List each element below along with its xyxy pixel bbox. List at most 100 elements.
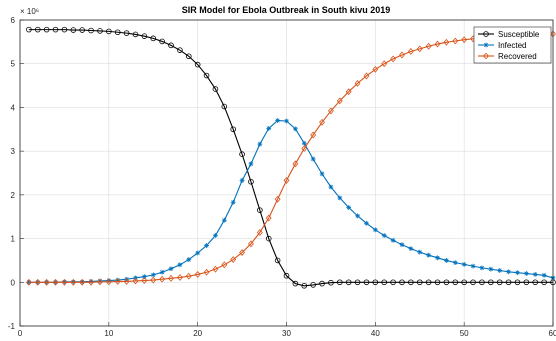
marker-stroke [257, 142, 262, 147]
infected-point [417, 249, 423, 255]
recovered-point [363, 72, 370, 80]
susceptible-point [274, 257, 281, 264]
marker-stroke [488, 267, 493, 272]
susceptible-point [123, 30, 130, 36]
marker-stroke [408, 246, 413, 251]
infected-point [444, 258, 449, 263]
x-tick-label: 30 [282, 329, 291, 338]
recovered-point [407, 48, 414, 55]
marker-stroke [213, 233, 218, 238]
infected-point [381, 233, 387, 238]
recovered-point [248, 240, 254, 248]
marker-stroke [142, 274, 147, 279]
marker-stroke [195, 250, 200, 256]
recovered-point [256, 229, 263, 236]
recovered-point [194, 271, 201, 278]
recovered-point [212, 265, 219, 273]
susceptible-point [292, 280, 299, 287]
infected-point [159, 269, 165, 275]
recovered-point [159, 275, 166, 283]
susceptible-point [168, 42, 174, 49]
recovered-point [265, 214, 272, 222]
series-group [25, 26, 556, 289]
recovered-point [310, 131, 317, 139]
infected-point [221, 217, 227, 223]
recovered-point [274, 195, 281, 203]
marker-stroke [399, 242, 404, 247]
recovered-point [185, 272, 192, 280]
marker-stroke [479, 265, 484, 270]
infected-point [213, 233, 218, 238]
marker-stroke [151, 272, 156, 277]
susceptible-point [185, 53, 192, 60]
susceptible-point [26, 26, 32, 33]
y-tick-label: 6 [11, 16, 16, 25]
susceptible-point [159, 38, 165, 45]
susceptible-point [372, 279, 379, 286]
recovered-point [461, 36, 468, 44]
chart-title: SIR Model for Ebola Outbreak in South ki… [182, 5, 391, 15]
infected-point [239, 178, 245, 183]
infected-point [364, 220, 369, 226]
marker-stroke [417, 250, 422, 255]
legend-marker-recovered [483, 52, 489, 60]
infected-point [186, 257, 192, 262]
infected-point [523, 271, 529, 276]
recovered-point [176, 274, 183, 281]
infected-point [195, 250, 201, 256]
infected-point [292, 126, 298, 132]
marker-stroke [328, 184, 333, 189]
susceptible-point [61, 26, 68, 33]
susceptible-point [114, 29, 121, 36]
y-tick-label: 4 [11, 103, 16, 112]
susceptible-point [52, 26, 59, 33]
infected-point [426, 252, 432, 258]
marker-stroke [533, 272, 538, 277]
infected-point [479, 265, 485, 271]
infected-point [506, 269, 511, 275]
infected-point [310, 156, 316, 162]
infected-point [346, 205, 352, 210]
infected-point [372, 227, 378, 233]
recovered-point [150, 276, 157, 284]
infected-point [248, 161, 254, 167]
y-tick-label: 0 [11, 278, 16, 287]
y-tick-label: -1 [8, 322, 16, 331]
susceptible-point [532, 279, 539, 286]
recovered-point [301, 145, 308, 152]
susceptible-point [230, 126, 237, 133]
marker-stroke [293, 126, 298, 131]
susceptible-point [239, 151, 245, 158]
infected-point [177, 262, 183, 268]
recovered-point [390, 55, 397, 63]
infected-point [257, 141, 263, 147]
marker-stroke [311, 157, 316, 162]
marker-stroke [364, 221, 369, 226]
marker-stroke [186, 257, 191, 262]
recovered-point [336, 97, 343, 105]
marker-stroke [506, 269, 511, 274]
marker-stroke [391, 238, 396, 243]
susceptible-point [221, 103, 228, 110]
susceptible-point [43, 26, 50, 33]
marker-stroke [453, 260, 458, 265]
recovered-point [203, 268, 210, 276]
recovered-point [292, 160, 299, 168]
susceptible-point [408, 279, 414, 286]
susceptible-point [283, 272, 290, 279]
susceptible-point [416, 279, 423, 286]
recovered-point [52, 278, 59, 286]
susceptible-point [141, 33, 148, 39]
y-tick-label: 2 [11, 191, 16, 200]
recovered-point [97, 278, 103, 286]
infected-point [301, 140, 307, 146]
recovered-point [230, 256, 237, 263]
infected-point [497, 268, 503, 273]
infected-point [399, 242, 405, 248]
marker-stroke [542, 273, 547, 278]
marker-stroke [382, 233, 387, 238]
marker-stroke [320, 171, 325, 176]
recovered-point [34, 278, 41, 286]
recovered-point [221, 261, 228, 269]
susceptible-point [177, 47, 183, 53]
